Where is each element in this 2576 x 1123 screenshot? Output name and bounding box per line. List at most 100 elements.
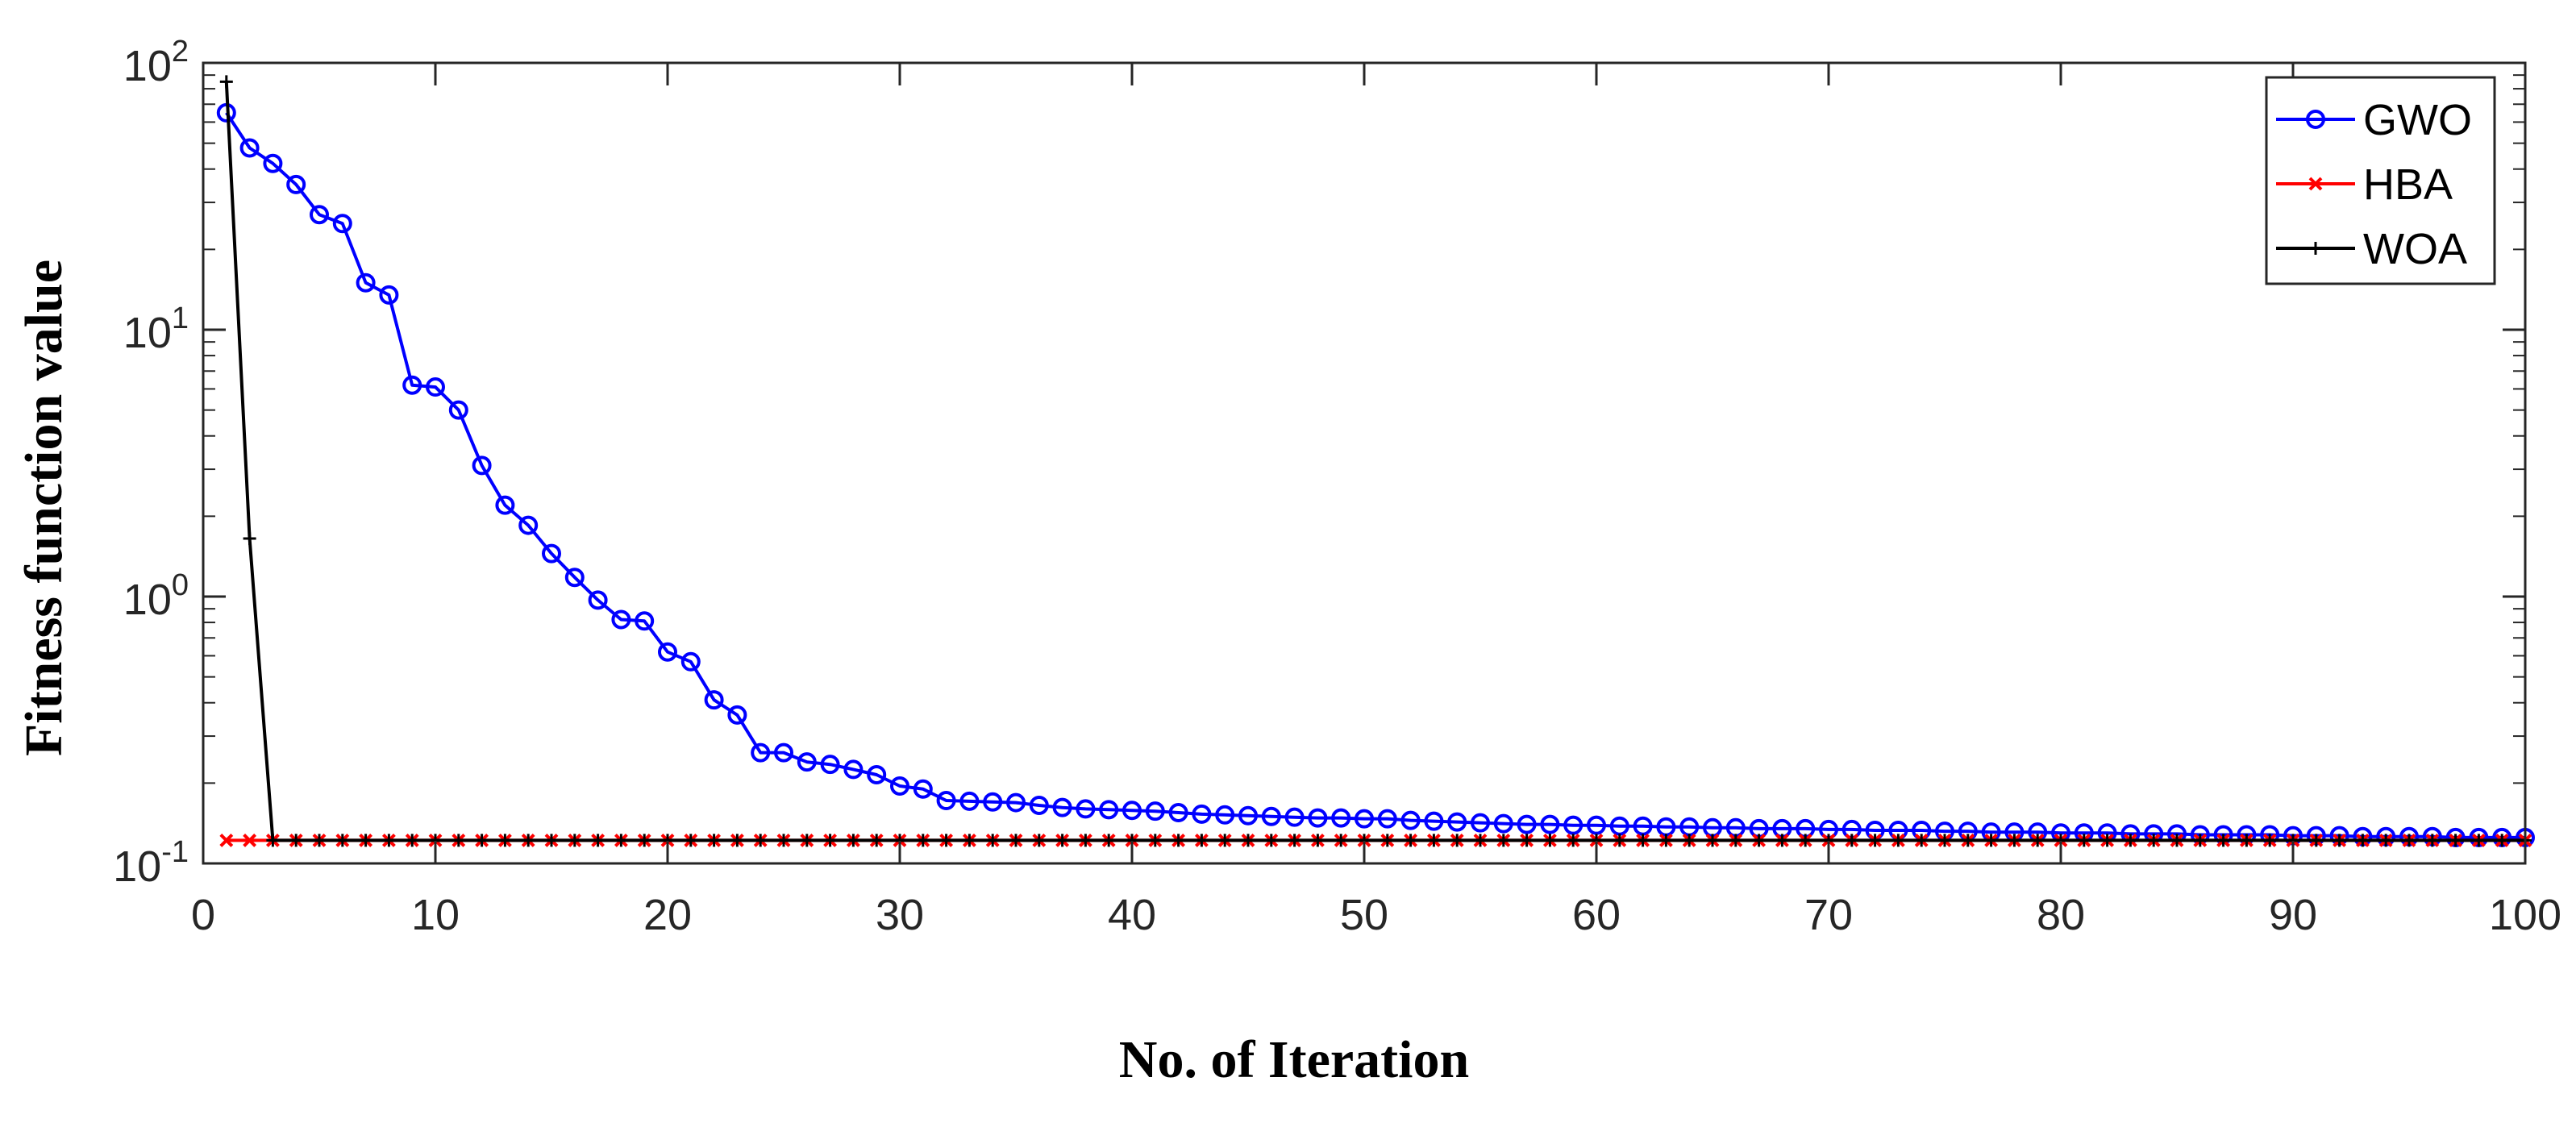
data-point	[797, 752, 817, 772]
data-point	[2124, 834, 2137, 847]
data-point	[243, 532, 256, 546]
x-tick-label: 40	[1108, 891, 1156, 939]
data-point	[867, 764, 887, 784]
data-point	[1264, 834, 1278, 847]
data-point	[475, 834, 489, 847]
y-tick-label-base: 10	[123, 309, 172, 357]
data-point	[1380, 834, 1394, 847]
data-point	[1891, 834, 1905, 847]
data-point	[1009, 834, 1022, 847]
x-tick-label: 30	[876, 891, 924, 939]
data-point	[219, 833, 234, 847]
data-point	[1400, 810, 1421, 830]
data-point	[963, 834, 976, 847]
data-point	[1659, 834, 1673, 847]
data-point	[1471, 813, 1490, 833]
data-point	[2308, 177, 2323, 191]
data-point	[1543, 834, 1557, 847]
data-point	[939, 834, 953, 847]
data-point	[1729, 834, 1742, 847]
data-point	[1567, 834, 1580, 847]
data-point	[1148, 834, 1162, 847]
data-point	[1192, 804, 1212, 824]
data-point	[635, 611, 655, 631]
series-layer	[216, 75, 2535, 847]
data-point	[614, 834, 628, 847]
data-point	[402, 375, 422, 395]
data-point	[777, 834, 790, 847]
data-point	[588, 590, 608, 610]
data-point	[1496, 834, 1510, 847]
data-point	[332, 214, 352, 234]
data-point	[1355, 809, 1374, 829]
data-point	[800, 834, 814, 847]
data-point	[1706, 834, 1719, 847]
data-point	[542, 543, 561, 564]
data-point	[774, 742, 793, 763]
series-woa	[219, 75, 2532, 847]
data-point	[1032, 834, 1046, 847]
data-point	[986, 834, 1000, 847]
x-tick-label: 50	[1340, 891, 1388, 939]
data-point	[638, 834, 651, 847]
data-point	[751, 742, 771, 763]
data-point	[1006, 792, 1026, 813]
data-point	[2425, 834, 2439, 847]
data-point	[1029, 796, 1049, 816]
data-point	[1636, 834, 1650, 847]
data-point	[2333, 834, 2346, 847]
data-point	[1427, 834, 1441, 847]
data-point	[1331, 808, 1351, 828]
data-point	[730, 834, 744, 847]
data-point	[286, 174, 306, 194]
y-tick-label: 100	[123, 568, 189, 624]
data-point	[2356, 834, 2370, 847]
y-tick-label: 101	[123, 302, 189, 357]
data-point	[406, 834, 419, 847]
data-point	[754, 834, 768, 847]
data-point	[959, 791, 980, 811]
y-tick-label-base: 10	[123, 576, 172, 624]
data-point	[1079, 834, 1092, 847]
y-tick-label-base: 10	[113, 842, 161, 891]
data-point	[1076, 799, 1096, 819]
data-point	[1195, 834, 1209, 847]
legend: GWO HBA WOA	[2265, 76, 2496, 285]
data-point	[2403, 834, 2416, 847]
data-point	[591, 834, 605, 847]
data-point	[2472, 834, 2486, 847]
data-point	[472, 455, 492, 476]
data-point	[1447, 812, 1467, 832]
data-point	[2309, 834, 2323, 847]
data-point	[310, 205, 329, 225]
data-point	[2306, 110, 2325, 129]
data-point	[847, 834, 860, 847]
data-point	[2100, 834, 2114, 847]
data-point	[1799, 834, 1812, 847]
data-point	[518, 515, 539, 535]
data-point	[936, 791, 956, 811]
data-point	[707, 834, 721, 847]
data-point	[1845, 834, 1858, 847]
x-tick-label: 20	[643, 891, 692, 939]
x-tick-label: 100	[2489, 891, 2561, 939]
data-point	[1238, 805, 1258, 826]
data-point	[1517, 814, 1537, 834]
data-point	[239, 138, 260, 158]
data-point	[313, 834, 326, 847]
data-point	[263, 153, 283, 173]
x-tick-label: 0	[191, 891, 215, 939]
data-point	[1242, 834, 1255, 847]
data-point	[1493, 813, 1513, 834]
x-tick-label: 80	[2037, 891, 2085, 939]
data-point	[1752, 834, 1766, 847]
series-line-gwo	[225, 111, 2525, 839]
x-tick-label: 10	[411, 891, 460, 939]
data-point	[1563, 815, 1583, 835]
data-point	[1520, 834, 1534, 847]
data-point	[1218, 834, 1232, 847]
